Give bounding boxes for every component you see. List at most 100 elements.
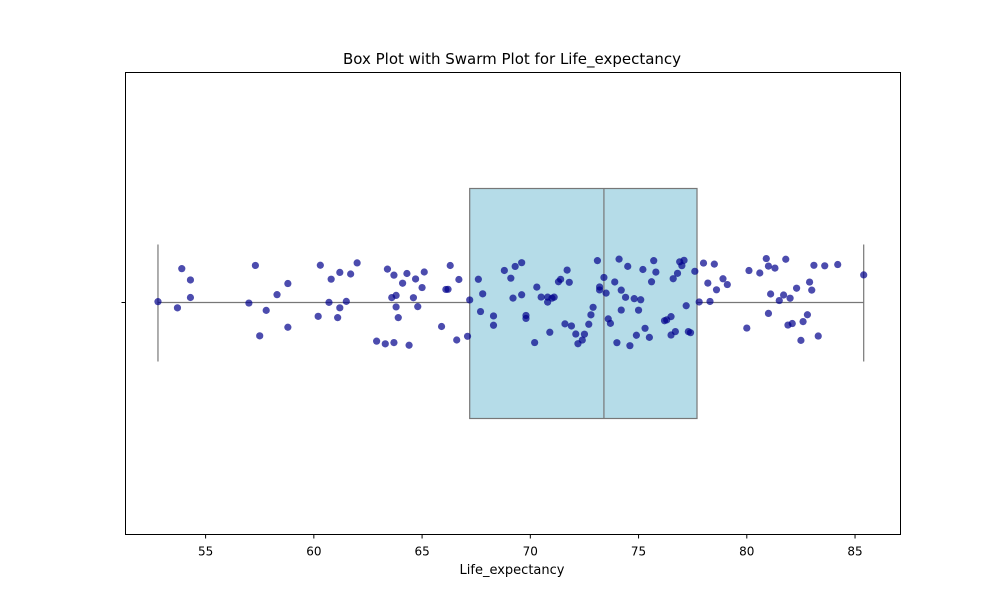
data-point [446,261,454,270]
data-point [723,280,731,289]
data-point [797,336,805,344]
data-point [587,311,595,319]
data-point [561,320,569,328]
plot-area-frame [125,72,901,535]
data-point [632,331,640,339]
x-tick-label: 75 [631,545,646,559]
data-point [671,327,679,336]
data-point [567,322,576,330]
x-tick-label: 55 [198,545,213,559]
data-point [788,319,796,328]
data-point [572,330,580,338]
data-point [756,269,764,277]
data-point [745,266,753,275]
data-point [403,269,411,278]
data-point [686,329,695,337]
data-point [420,268,428,276]
box-iqr [469,187,698,420]
data-point [444,285,452,293]
data-point [334,314,342,322]
data-point [398,279,407,287]
data-point [814,332,822,340]
data-point [860,271,868,279]
data-point [589,303,597,311]
data-point [474,275,482,283]
data-point [602,289,610,297]
data-point [808,286,816,294]
data-point [695,298,703,306]
data-point [414,303,422,311]
data-point [617,286,625,294]
data-point [476,307,485,316]
data-point [173,304,182,312]
data-point [621,293,630,301]
data-point [595,286,604,294]
data-point [613,339,621,347]
data-point [507,274,515,282]
data-point [373,337,381,345]
data-point [546,328,554,336]
data-point [764,262,773,270]
data-point [327,275,335,283]
data-point [453,336,461,344]
data-point [392,291,400,299]
data-point [518,259,526,267]
data-point [489,321,498,329]
data-point [775,296,783,305]
x-tick-label: 70 [523,545,538,559]
data-point [557,275,565,283]
data-point [652,268,660,276]
data-point [645,333,653,341]
data-point [673,269,682,277]
data-point [565,278,573,286]
data-point [691,267,699,275]
data-point [593,257,602,265]
data-point [669,275,677,283]
data-point [585,320,593,328]
data-point [743,324,751,332]
x-tick-label: 85 [847,545,862,559]
data-point [390,339,398,347]
x-axis: 55 60 65 70 75 80 85 [121,302,863,559]
data-point [647,278,656,286]
data-point [531,338,539,347]
data-point [637,296,645,304]
data-point [641,324,649,332]
data-point [186,293,195,302]
data-point [537,293,545,301]
data-point [316,261,324,269]
data-point [563,266,571,274]
data-point [418,283,426,292]
data-point [699,259,708,267]
data-point [634,306,643,314]
data-point [509,294,517,302]
data-point [578,336,586,344]
data-point [764,309,773,318]
data-point [767,290,775,298]
data-point [186,276,195,284]
x-axis-label: Life_expectancy [460,563,565,578]
data-point [245,299,253,307]
data-point [336,268,344,277]
data-point [786,294,794,302]
data-point [667,313,675,321]
data-point [409,294,418,302]
data-point [782,255,790,263]
data-point [500,266,508,275]
data-point [405,341,413,349]
data-point [762,254,770,263]
data-point [392,303,400,311]
data-point [580,330,589,338]
data-point [511,262,519,271]
data-point [256,332,264,340]
data-point [617,306,625,314]
data-point [704,279,712,287]
plot-layer [154,187,868,420]
data-point [522,311,530,320]
data-point [178,265,186,273]
data-point [611,278,619,286]
data-point [463,332,472,340]
data-point [262,306,270,314]
data-point [342,297,350,305]
data-point [682,302,690,310]
